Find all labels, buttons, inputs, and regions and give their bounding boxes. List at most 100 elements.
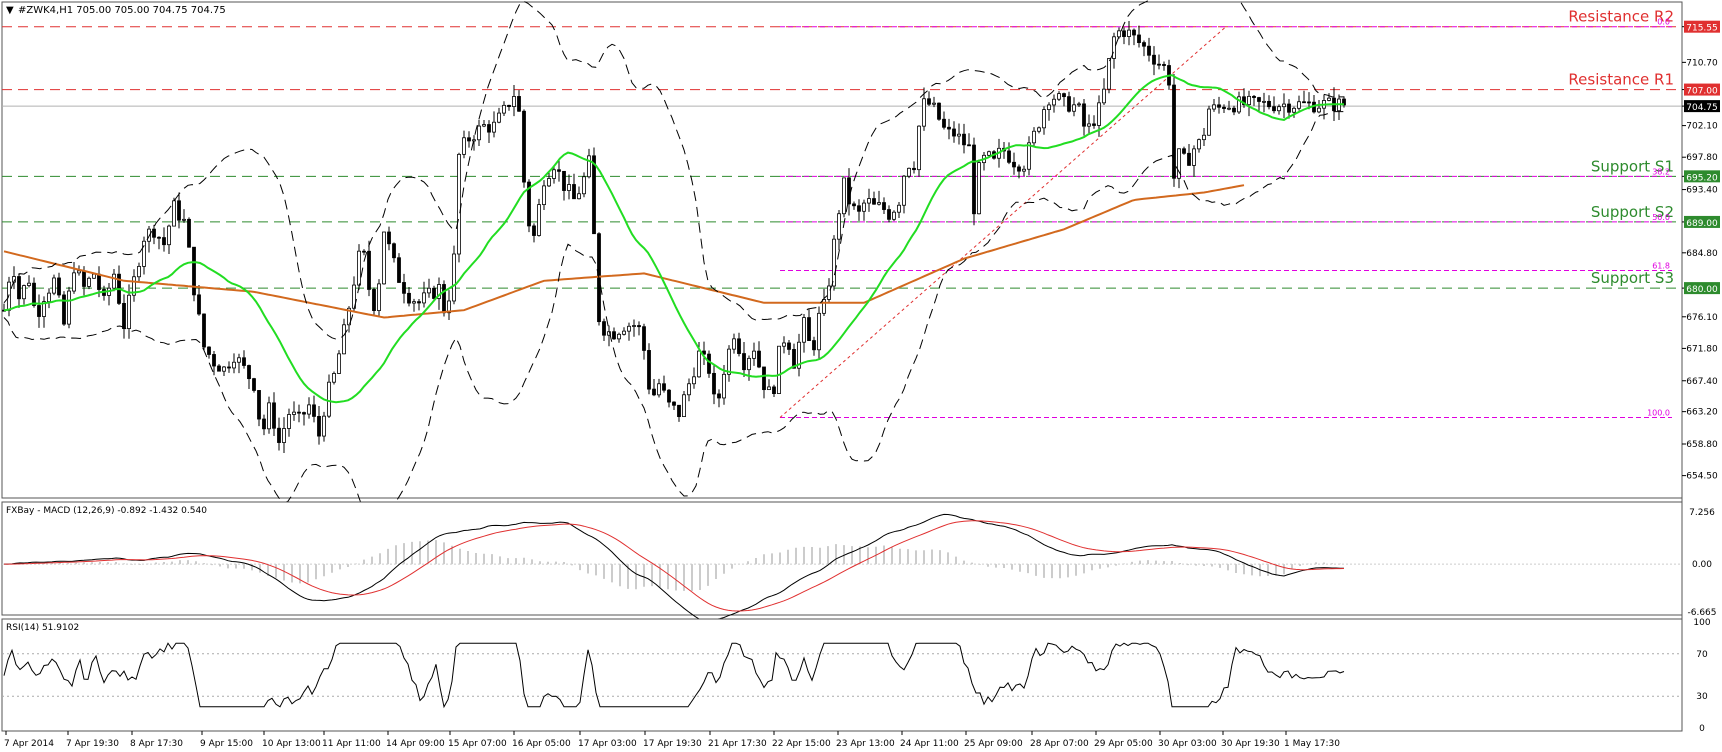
candle-body <box>457 153 461 255</box>
candle-body <box>1017 166 1021 172</box>
candle-body <box>142 240 146 267</box>
y-tick-label: 684.80 <box>1686 249 1718 259</box>
candle-body <box>32 282 36 306</box>
candle-body <box>252 378 256 391</box>
candle-body <box>462 137 466 155</box>
candle-body <box>452 253 456 302</box>
macd-plot-area <box>2 513 1682 622</box>
candle-body <box>937 102 941 120</box>
y-tick-label: 689.00 <box>1686 219 1718 229</box>
candle-body <box>1292 107 1296 113</box>
candle-body <box>692 376 696 385</box>
candle-body <box>477 125 481 141</box>
candle-body <box>647 350 651 390</box>
candle-body <box>1182 148 1186 154</box>
candle-body <box>82 270 86 287</box>
candle-body <box>1087 123 1091 127</box>
macd-tick-label: -6.665 <box>1687 608 1716 618</box>
y-tick-label: 680.00 <box>1686 285 1718 295</box>
candle-body <box>932 102 936 105</box>
candle-body <box>1172 84 1176 179</box>
candle-body <box>942 118 946 128</box>
candle-body <box>1037 127 1041 132</box>
x-tick-label: 9 Apr 15:00 <box>200 739 253 749</box>
candle-body <box>67 290 71 325</box>
candle-body <box>582 176 586 195</box>
candle-body <box>857 205 861 212</box>
candle-body <box>1257 97 1261 102</box>
candle-body <box>1072 104 1076 112</box>
x-tick-label: 7 Apr 19:30 <box>66 739 119 749</box>
y-tick-label: 715.55 <box>1686 24 1718 34</box>
candle-body <box>242 357 246 366</box>
candle-body <box>1152 54 1156 65</box>
candle-body <box>602 321 606 336</box>
candle-body <box>77 270 81 274</box>
candle-body <box>1267 100 1271 108</box>
candle-body <box>1207 108 1211 136</box>
y-tick-label: 704.75 <box>1686 103 1718 113</box>
candle-body <box>367 250 371 290</box>
candle-body <box>1052 98 1056 106</box>
macd-label: FXBay - MACD (12,26,9) -0.892 -1.432 0.5… <box>6 506 207 516</box>
candle-body <box>1067 96 1071 112</box>
level-label-1: Resistance R2 <box>1568 8 1674 26</box>
candle-body <box>927 98 931 105</box>
candle-body <box>897 204 901 213</box>
candle-body <box>177 200 181 221</box>
candle-body <box>637 325 641 328</box>
candle-body <box>407 292 411 304</box>
candle-body <box>1327 97 1331 101</box>
candle-body <box>57 277 61 296</box>
x-tick-label: 10 Apr 13:00 <box>262 739 321 749</box>
bollinger-lower <box>3 111 1344 518</box>
x-tick-label: 28 Apr 07:00 <box>1030 739 1089 749</box>
candle-body <box>912 167 916 171</box>
candle-body <box>512 96 516 107</box>
candle-body <box>962 133 966 146</box>
candle-body <box>42 301 46 317</box>
y-tick-label: 667.40 <box>1686 377 1718 387</box>
candle-body <box>292 411 296 415</box>
candle-body <box>832 238 836 287</box>
fib-trend-line <box>779 26 1227 418</box>
candle-body <box>697 350 701 378</box>
x-tick-label: 21 Apr 17:30 <box>708 739 767 749</box>
candle-body <box>1092 123 1096 126</box>
candle-body <box>1057 93 1061 100</box>
candle-body <box>892 211 896 220</box>
candle-body <box>677 404 681 418</box>
candle-body <box>1162 64 1166 66</box>
candle-body <box>537 204 541 236</box>
candle-body <box>767 386 771 391</box>
x-tick-label: 25 Apr 09:00 <box>964 739 1023 749</box>
candle-body <box>427 287 431 294</box>
candle-body <box>787 342 791 350</box>
candle-body <box>957 133 961 137</box>
candle-body <box>137 265 141 278</box>
candle-body <box>987 151 991 156</box>
candle-body <box>1117 30 1121 38</box>
candle-body <box>627 325 631 332</box>
candle-body <box>947 126 951 130</box>
level-label-3: Support S1 <box>1591 157 1674 175</box>
candle-body <box>1247 95 1251 106</box>
macd-panel <box>1 501 1683 616</box>
candle-body <box>617 333 621 340</box>
candle-body <box>262 418 266 430</box>
candle-body <box>732 338 736 350</box>
price-tag-bg <box>1684 100 1720 113</box>
candle-body <box>1042 109 1046 129</box>
candle-body <box>622 330 626 335</box>
candle-body <box>22 285 26 300</box>
candle-body <box>1007 150 1011 163</box>
candle-body <box>742 353 746 371</box>
candle-body <box>1032 130 1036 144</box>
candle-body <box>1192 148 1196 166</box>
candle-body <box>362 250 366 253</box>
candle-body <box>1102 88 1106 104</box>
candle-body <box>1137 34 1141 44</box>
candle-body <box>827 285 831 300</box>
candle-body <box>842 177 846 215</box>
x-tick-label: 17 Apr 19:30 <box>643 739 702 749</box>
